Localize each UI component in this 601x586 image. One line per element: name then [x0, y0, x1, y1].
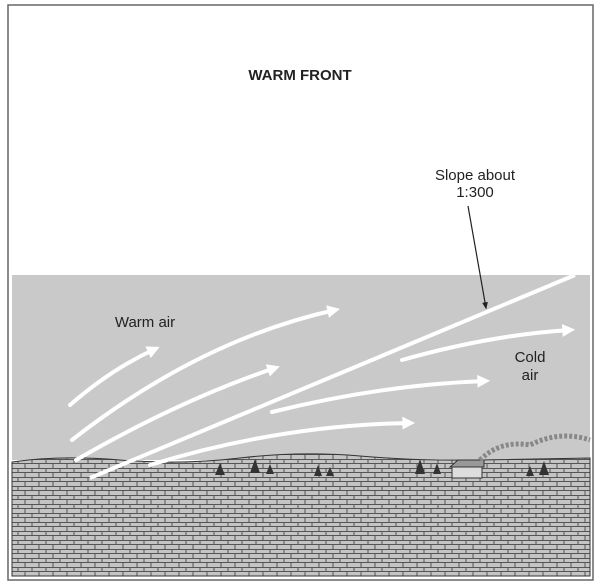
warm-air-label: Warm air [115, 314, 175, 331]
front-line [89, 273, 576, 480]
ground [11, 453, 591, 577]
air-arrows [68, 305, 576, 467]
title: WARM FRONT [248, 67, 351, 84]
house [448, 433, 591, 479]
cold-air-label: air [522, 367, 539, 384]
air-mass [12, 275, 590, 460]
cold-air-label: Cold [515, 349, 546, 366]
slope-label: 1:300 [456, 184, 494, 201]
slope-label: Slope about [435, 167, 516, 184]
pointer [467, 205, 488, 310]
smoke [478, 433, 591, 462]
